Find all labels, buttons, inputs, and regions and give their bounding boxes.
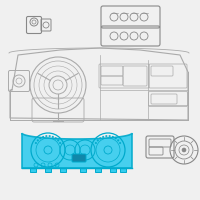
Bar: [45, 168, 51, 172]
Circle shape: [40, 138, 41, 139]
Bar: [60, 168, 66, 172]
Circle shape: [115, 138, 116, 139]
Circle shape: [95, 142, 97, 144]
FancyBboxPatch shape: [72, 154, 86, 162]
Circle shape: [49, 135, 50, 137]
Circle shape: [55, 138, 56, 139]
Bar: [120, 168, 126, 172]
Circle shape: [100, 138, 101, 139]
Circle shape: [97, 140, 99, 141]
Circle shape: [182, 148, 186, 152]
Circle shape: [35, 142, 37, 144]
Bar: [80, 168, 86, 172]
Polygon shape: [22, 133, 132, 168]
Circle shape: [57, 140, 59, 141]
Circle shape: [117, 140, 119, 141]
Bar: [95, 168, 101, 172]
Circle shape: [37, 140, 39, 141]
Bar: [110, 168, 116, 172]
Circle shape: [59, 142, 61, 144]
Circle shape: [112, 136, 114, 138]
Circle shape: [106, 135, 107, 137]
Circle shape: [52, 136, 54, 138]
Circle shape: [42, 136, 44, 138]
Circle shape: [102, 136, 104, 138]
Circle shape: [119, 142, 121, 144]
Circle shape: [109, 135, 110, 137]
Bar: [30, 168, 36, 172]
Circle shape: [46, 135, 47, 137]
